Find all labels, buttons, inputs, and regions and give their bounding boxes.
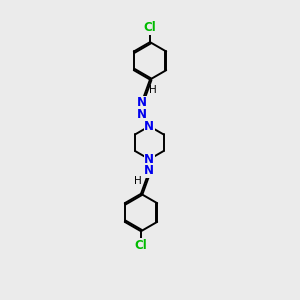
- Text: N: N: [144, 164, 154, 177]
- Text: Cl: Cl: [135, 239, 147, 252]
- Text: N: N: [136, 108, 147, 121]
- Text: H: H: [134, 176, 142, 186]
- Text: N: N: [136, 96, 147, 109]
- Text: N: N: [144, 153, 154, 166]
- Text: N: N: [144, 120, 154, 133]
- Text: H: H: [149, 85, 157, 95]
- Text: Cl: Cl: [144, 21, 156, 34]
